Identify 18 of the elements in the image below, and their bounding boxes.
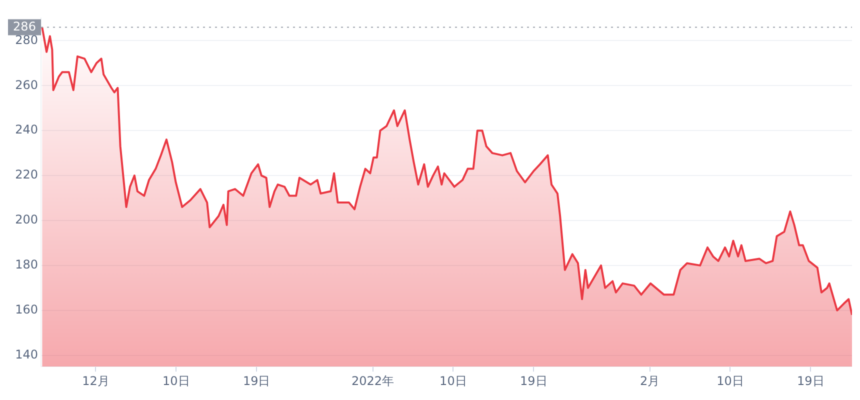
y-tick-label: 220 <box>15 168 38 182</box>
y-tick-label: 140 <box>15 347 38 362</box>
y-tick-label: 180 <box>15 258 38 272</box>
x-tick-label: 10日 <box>162 374 190 388</box>
y-tick-label: 160 <box>15 302 38 317</box>
x-tick-label: 19日 <box>797 374 824 388</box>
x-tick-label: 19日 <box>520 374 548 388</box>
y-tick-label: 240 <box>15 122 38 137</box>
y-tick-label: 200 <box>15 212 38 227</box>
ref-line-label: 286 <box>13 19 36 34</box>
x-tick-label: 2022年 <box>352 374 394 388</box>
x-tick-label: 2月 <box>640 374 660 388</box>
x-tick-label: 12月 <box>82 374 110 388</box>
y-tick-label: 260 <box>15 78 38 92</box>
y-tick-label: 280 <box>15 32 38 47</box>
x-tick-label: 10日 <box>716 374 744 388</box>
x-tick-label: 19日 <box>242 374 270 388</box>
x-tick-label: 10日 <box>440 374 467 388</box>
